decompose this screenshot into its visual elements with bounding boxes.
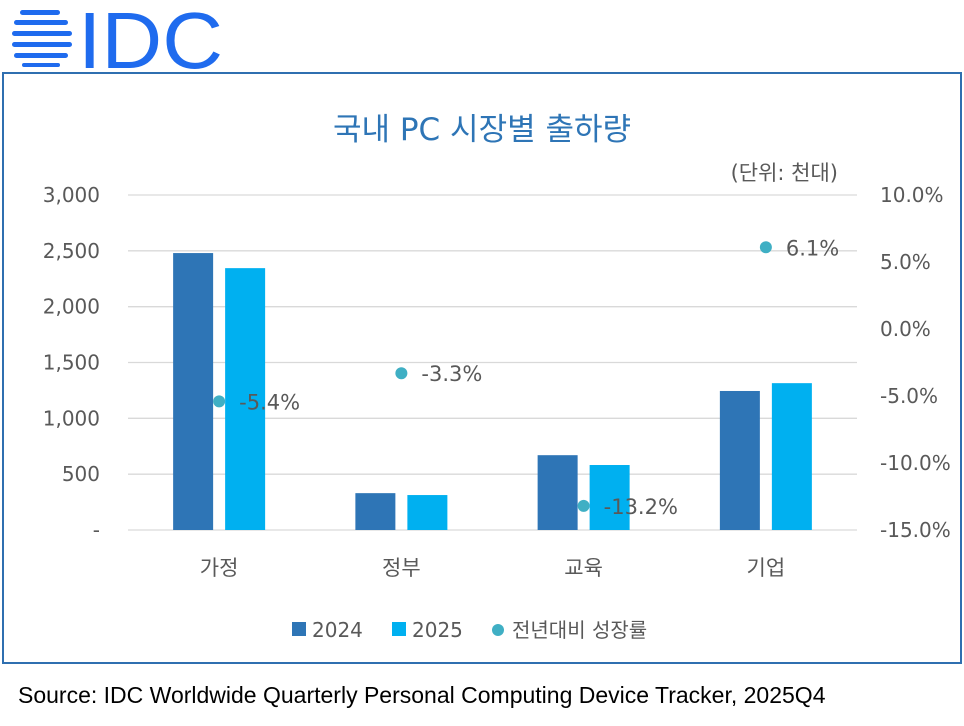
legend-marker-growth xyxy=(492,624,504,636)
bar-2024-교육 xyxy=(537,455,578,530)
right-tick-label: 10.0% xyxy=(880,183,944,207)
legend-label: 2025 xyxy=(412,618,463,642)
bar-2024-기업 xyxy=(719,390,760,530)
right-tick-label: -5.0% xyxy=(880,384,938,408)
left-tick-label: 2,500 xyxy=(43,239,100,263)
left-tick-label: - xyxy=(93,518,100,542)
legend-label: 전년대비 성장률 xyxy=(512,618,647,642)
growth-label: -5.4% xyxy=(239,390,300,414)
bar-2025-기업 xyxy=(771,383,812,530)
growth-point-교육 xyxy=(577,499,590,512)
chart-title: 국내 PC 시장별 출하량 xyxy=(333,112,631,148)
growth-point-가정 xyxy=(213,395,226,408)
bar-2025-정부 xyxy=(407,495,448,530)
svg-text:IDC: IDC xyxy=(78,4,223,70)
source-note: Source: IDC Worldwide Quarterly Personal… xyxy=(18,682,826,708)
category-label: 정부 xyxy=(382,556,421,580)
left-tick-label: 1,500 xyxy=(43,351,100,375)
legend-swatch-2024 xyxy=(292,622,306,636)
right-tick-label: 5.0% xyxy=(880,250,931,274)
bar-2024-정부 xyxy=(355,493,396,530)
growth-point-기업 xyxy=(759,241,772,254)
bar-2025-가정 xyxy=(225,268,266,530)
left-tick-label: 3,000 xyxy=(43,183,100,207)
right-tick-label: -15.0% xyxy=(880,518,951,542)
growth-point-정부 xyxy=(395,367,408,380)
left-tick-label: 1,000 xyxy=(43,406,100,430)
bar-2025-교육 xyxy=(589,465,630,530)
legend-swatch-2025 xyxy=(392,622,406,636)
unit-note: (단위: 천대) xyxy=(731,161,838,185)
idc-logo: IDC xyxy=(12,4,223,70)
right-tick-label: 0.0% xyxy=(880,317,931,341)
left-tick-label: 500 xyxy=(62,462,100,486)
legend-label: 2024 xyxy=(312,618,363,642)
chart-frame xyxy=(2,72,962,664)
growth-label: -3.3% xyxy=(421,362,482,386)
category-label: 가정 xyxy=(200,556,239,580)
category-label: 교육 xyxy=(564,556,603,580)
right-tick-label: -10.0% xyxy=(880,451,951,475)
growth-label: -13.2% xyxy=(604,495,678,519)
category-label: 기업 xyxy=(747,556,786,580)
growth-label: 6.1% xyxy=(786,236,839,260)
bar-2024-가정 xyxy=(173,253,214,531)
left-tick-label: 2,000 xyxy=(43,295,100,319)
